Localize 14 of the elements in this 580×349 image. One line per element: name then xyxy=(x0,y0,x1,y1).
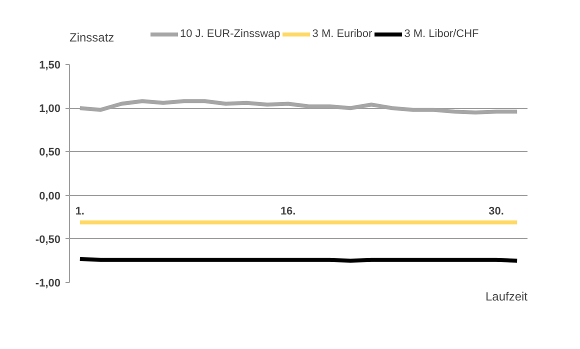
x-tick-label: 1. xyxy=(75,205,85,218)
x-axis-title: Laufzeit xyxy=(485,290,528,304)
x-tick-label: 30. xyxy=(488,205,504,218)
y-tick-label: -0,50 xyxy=(35,234,61,246)
legend-label: 3 M. Libor/CHF xyxy=(404,28,479,40)
legend-label: 3 M. Euribor xyxy=(312,28,372,40)
y-tick-label: 1,00 xyxy=(39,103,61,116)
y-tick-label: 1,50 xyxy=(39,60,61,72)
y-tick-label: -1,00 xyxy=(35,278,61,290)
y-tick-label: 0,00 xyxy=(39,190,61,202)
y-tick-label: 0,50 xyxy=(39,146,61,159)
legend-label: 10 J. EUR-Zinsswap xyxy=(180,28,280,40)
x-tick-label: 16. xyxy=(280,205,296,218)
y-axis-title: Zinssatz xyxy=(70,30,114,44)
